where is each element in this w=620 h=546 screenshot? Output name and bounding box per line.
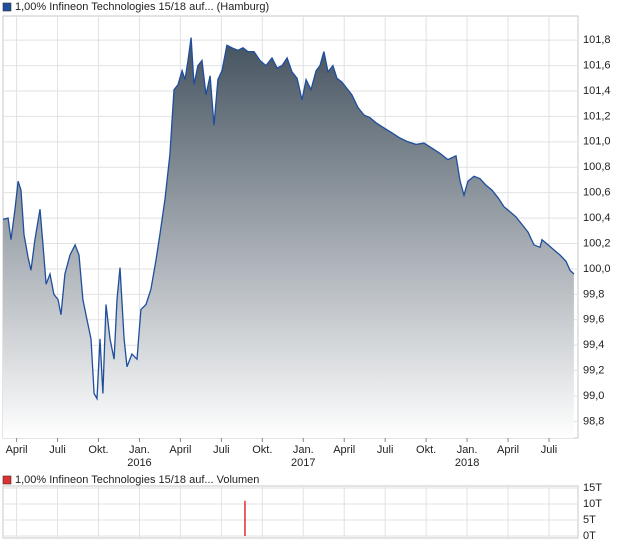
- x-tick-label: April: [333, 444, 355, 456]
- x-tick-label: Okt.: [88, 444, 108, 456]
- x-year-label: 2017: [291, 457, 315, 469]
- x-tick-label: April: [169, 444, 191, 456]
- y-tick-label: 101,2: [583, 110, 611, 122]
- x-tick-label: Jan.: [457, 444, 478, 456]
- price-line: [2, 37, 575, 401]
- x-tick-label: Jan.: [293, 444, 314, 456]
- x-tick-label: Juli: [377, 444, 394, 456]
- y-tick-label: 101,4: [583, 85, 611, 97]
- x-tick-label: Okt.: [416, 444, 436, 456]
- legend-label: 1,00% Infineon Technologies 15/18 auf...…: [15, 1, 269, 13]
- y-tick-label: 101,0: [583, 136, 611, 148]
- plot-frame: [2, 485, 579, 539]
- y-tick-label: 99,6: [583, 314, 604, 326]
- y-tick-label: 10T: [583, 498, 602, 510]
- y-tick-label: 101,6: [583, 59, 611, 71]
- y-tick-label: 99,0: [583, 390, 604, 402]
- x-year-label: 2016: [127, 457, 151, 469]
- x-tick-label: Juli: [541, 444, 558, 456]
- y-tick-label: 99,2: [583, 365, 604, 377]
- x-tick-label: April: [6, 444, 28, 456]
- legend-swatch: [2, 2, 12, 12]
- x-tick-label: April: [497, 444, 519, 456]
- y-tick-label: 100,0: [583, 263, 611, 275]
- y-tick-label: 101,8: [583, 34, 611, 46]
- y-tick-label: 100,8: [583, 161, 611, 173]
- y-tick-label: 15T: [583, 482, 602, 494]
- x-tick-label: Okt.: [252, 444, 272, 456]
- y-tick-label: 5T: [583, 514, 596, 526]
- area-fill: [3, 37, 574, 438]
- y-tick-label: 100,2: [583, 237, 611, 249]
- legend-label: 1,00% Infineon Technologies 15/18 auf...…: [15, 474, 259, 486]
- y-tick-label: 100,4: [583, 212, 611, 224]
- y-tick-label: 99,4: [583, 339, 604, 351]
- x-year-label: 2018: [455, 457, 479, 469]
- y-tick-label: 100,6: [583, 187, 611, 199]
- y-tick-label: 99,8: [583, 288, 604, 300]
- x-tick-label: Juli: [49, 444, 66, 456]
- x-tick-label: Jan.: [129, 444, 150, 456]
- y-tick-label: 0T: [583, 530, 596, 542]
- y-tick-label: 98,8: [583, 415, 604, 427]
- legend-swatch: [2, 475, 12, 485]
- x-tick-label: Juli: [213, 444, 230, 456]
